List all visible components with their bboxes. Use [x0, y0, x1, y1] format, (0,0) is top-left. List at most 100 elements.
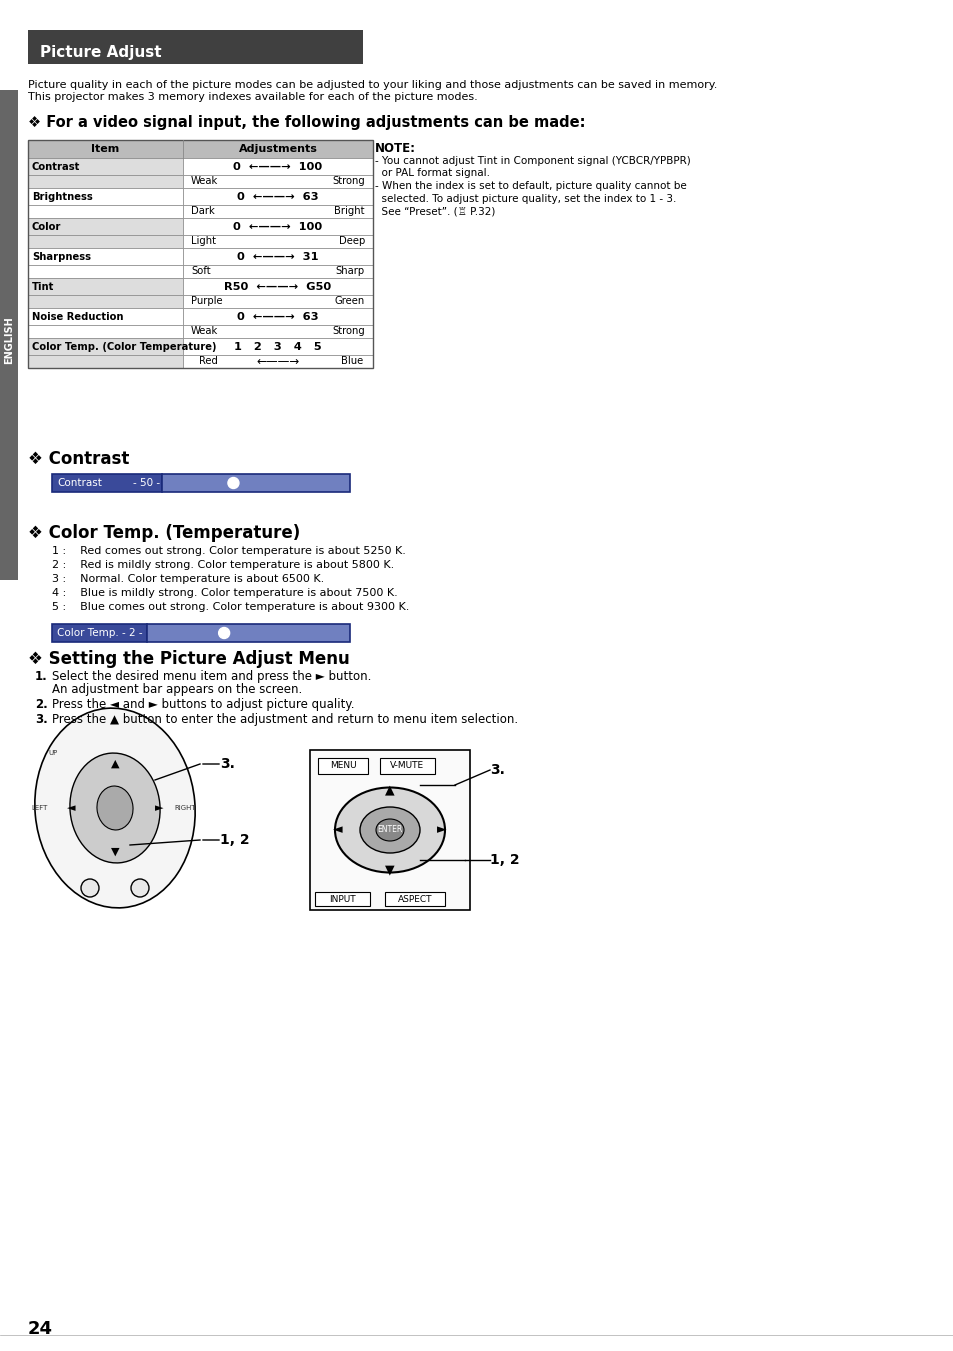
- Text: 1   2   3   4   5: 1 2 3 4 5: [233, 342, 321, 351]
- Bar: [162, 474, 350, 492]
- Bar: [183, 249, 373, 265]
- Text: - You cannot adjust Tint in Component signal (YCBCR/YPBPR): - You cannot adjust Tint in Component si…: [375, 155, 690, 166]
- Text: Contrast: Contrast: [32, 162, 80, 172]
- Bar: [183, 235, 373, 249]
- Bar: [147, 624, 350, 642]
- Text: - When the index is set to default, picture quality cannot be: - When the index is set to default, pict…: [375, 181, 686, 190]
- Text: UP: UP: [49, 750, 57, 757]
- Text: NOTE:: NOTE:: [375, 142, 416, 155]
- Bar: [28, 338, 183, 355]
- Text: 1, 2: 1, 2: [490, 852, 519, 867]
- Text: ❖ Color Temp. (Temperature): ❖ Color Temp. (Temperature): [28, 524, 300, 542]
- Ellipse shape: [97, 786, 132, 830]
- Text: Press the ◄ and ► buttons to adjust picture quality.: Press the ◄ and ► buttons to adjust pict…: [52, 698, 355, 711]
- Text: 0  ←——→  63: 0 ←——→ 63: [237, 192, 318, 201]
- Text: Press the ▲ button to enter the adjustment and return to menu item selection.: Press the ▲ button to enter the adjustme…: [52, 713, 517, 725]
- Circle shape: [81, 880, 99, 897]
- Ellipse shape: [35, 708, 195, 908]
- Bar: [28, 218, 183, 235]
- Text: ▲: ▲: [111, 759, 119, 769]
- Circle shape: [218, 627, 230, 639]
- Text: Tint: Tint: [32, 281, 54, 292]
- Text: Select the desired menu item and press the ► button.: Select the desired menu item and press t…: [52, 670, 371, 684]
- Text: selected. To adjust picture quality, set the index to 1 - 3.: selected. To adjust picture quality, set…: [375, 193, 676, 204]
- Text: 0  ←——→  31: 0 ←——→ 31: [237, 251, 318, 262]
- Bar: [52, 474, 162, 492]
- Bar: [183, 355, 373, 367]
- Text: R50  ←——→  G50: R50 ←——→ G50: [224, 281, 332, 292]
- Bar: [310, 750, 470, 911]
- Text: Light: Light: [191, 236, 215, 246]
- Bar: [183, 295, 373, 308]
- Text: 0  ←——→  100: 0 ←——→ 100: [233, 162, 322, 172]
- Text: 24: 24: [28, 1320, 53, 1337]
- Text: Picture Adjust: Picture Adjust: [40, 46, 161, 61]
- Bar: [183, 218, 373, 235]
- Bar: [28, 30, 363, 63]
- Text: Color: Color: [32, 222, 61, 231]
- Text: 1, 2: 1, 2: [220, 834, 250, 847]
- Text: Purple: Purple: [191, 296, 222, 307]
- Bar: [0, 91, 18, 580]
- Bar: [379, 758, 435, 774]
- Text: Weak: Weak: [191, 177, 218, 186]
- Bar: [28, 326, 183, 338]
- Text: ►: ►: [436, 824, 446, 836]
- Text: ▲: ▲: [385, 784, 395, 797]
- Text: 3 :    Normal. Color temperature is about 6500 K.: 3 : Normal. Color temperature is about 6…: [52, 574, 324, 584]
- Text: ◄: ◄: [333, 824, 342, 836]
- Text: Green: Green: [335, 296, 365, 307]
- Text: INPUT: INPUT: [329, 894, 355, 904]
- Text: - 50 -: - 50 -: [133, 478, 160, 488]
- Text: Strong: Strong: [332, 327, 365, 336]
- Text: 2 :    Red is mildly strong. Color temperature is about 5800 K.: 2 : Red is mildly strong. Color temperat…: [52, 561, 394, 570]
- Ellipse shape: [335, 788, 444, 873]
- Ellipse shape: [375, 819, 403, 842]
- Ellipse shape: [359, 807, 419, 852]
- Bar: [28, 158, 183, 176]
- Text: Adjustments: Adjustments: [238, 145, 317, 154]
- Text: LEFT: LEFT: [31, 805, 49, 811]
- Bar: [28, 188, 183, 205]
- Text: ENGLISH: ENGLISH: [4, 316, 14, 363]
- Bar: [28, 141, 373, 367]
- Bar: [183, 308, 373, 326]
- Text: 5 :    Blue comes out strong. Color temperature is about 9300 K.: 5 : Blue comes out strong. Color tempera…: [52, 603, 409, 612]
- Text: ❖ Setting the Picture Adjust Menu: ❖ Setting the Picture Adjust Menu: [28, 650, 350, 667]
- Bar: [183, 158, 373, 176]
- Text: Strong: Strong: [332, 177, 365, 186]
- Circle shape: [228, 477, 238, 489]
- Text: Bright: Bright: [335, 207, 365, 216]
- Text: Soft: Soft: [191, 266, 211, 277]
- Text: Sharpness: Sharpness: [32, 251, 91, 262]
- Text: ❖ For a video signal input, the following adjustments can be made:: ❖ For a video signal input, the followin…: [28, 115, 585, 130]
- Bar: [317, 758, 368, 774]
- Text: Deep: Deep: [338, 236, 365, 246]
- Text: See “Preset”. (♖ P.32): See “Preset”. (♖ P.32): [375, 205, 495, 216]
- Text: Picture quality in each of the picture modes can be adjusted to your liking and : Picture quality in each of the picture m…: [28, 80, 717, 91]
- Text: Blue: Blue: [340, 357, 363, 366]
- Text: 2.: 2.: [35, 698, 48, 711]
- Text: ASPECT: ASPECT: [397, 894, 432, 904]
- Text: ENTER: ENTER: [377, 825, 402, 835]
- Bar: [28, 265, 183, 278]
- Text: ►: ►: [154, 802, 163, 813]
- Text: ◄: ◄: [67, 802, 75, 813]
- Text: 3.: 3.: [490, 763, 504, 777]
- Text: RIGHT: RIGHT: [174, 805, 195, 811]
- Bar: [28, 141, 373, 158]
- Bar: [183, 176, 373, 188]
- Text: ❖ Contrast: ❖ Contrast: [28, 450, 130, 467]
- Text: An adjustment bar appears on the screen.: An adjustment bar appears on the screen.: [52, 684, 302, 696]
- Text: Color Temp.: Color Temp.: [57, 628, 118, 638]
- Bar: [28, 235, 183, 249]
- Bar: [183, 326, 373, 338]
- Text: 3.: 3.: [220, 757, 234, 771]
- Bar: [28, 249, 183, 265]
- Text: Sharp: Sharp: [335, 266, 365, 277]
- Text: MENU: MENU: [330, 762, 355, 770]
- Text: ←——→: ←——→: [256, 355, 299, 367]
- Text: ▼: ▼: [111, 847, 119, 857]
- Bar: [385, 892, 444, 907]
- Bar: [183, 338, 373, 355]
